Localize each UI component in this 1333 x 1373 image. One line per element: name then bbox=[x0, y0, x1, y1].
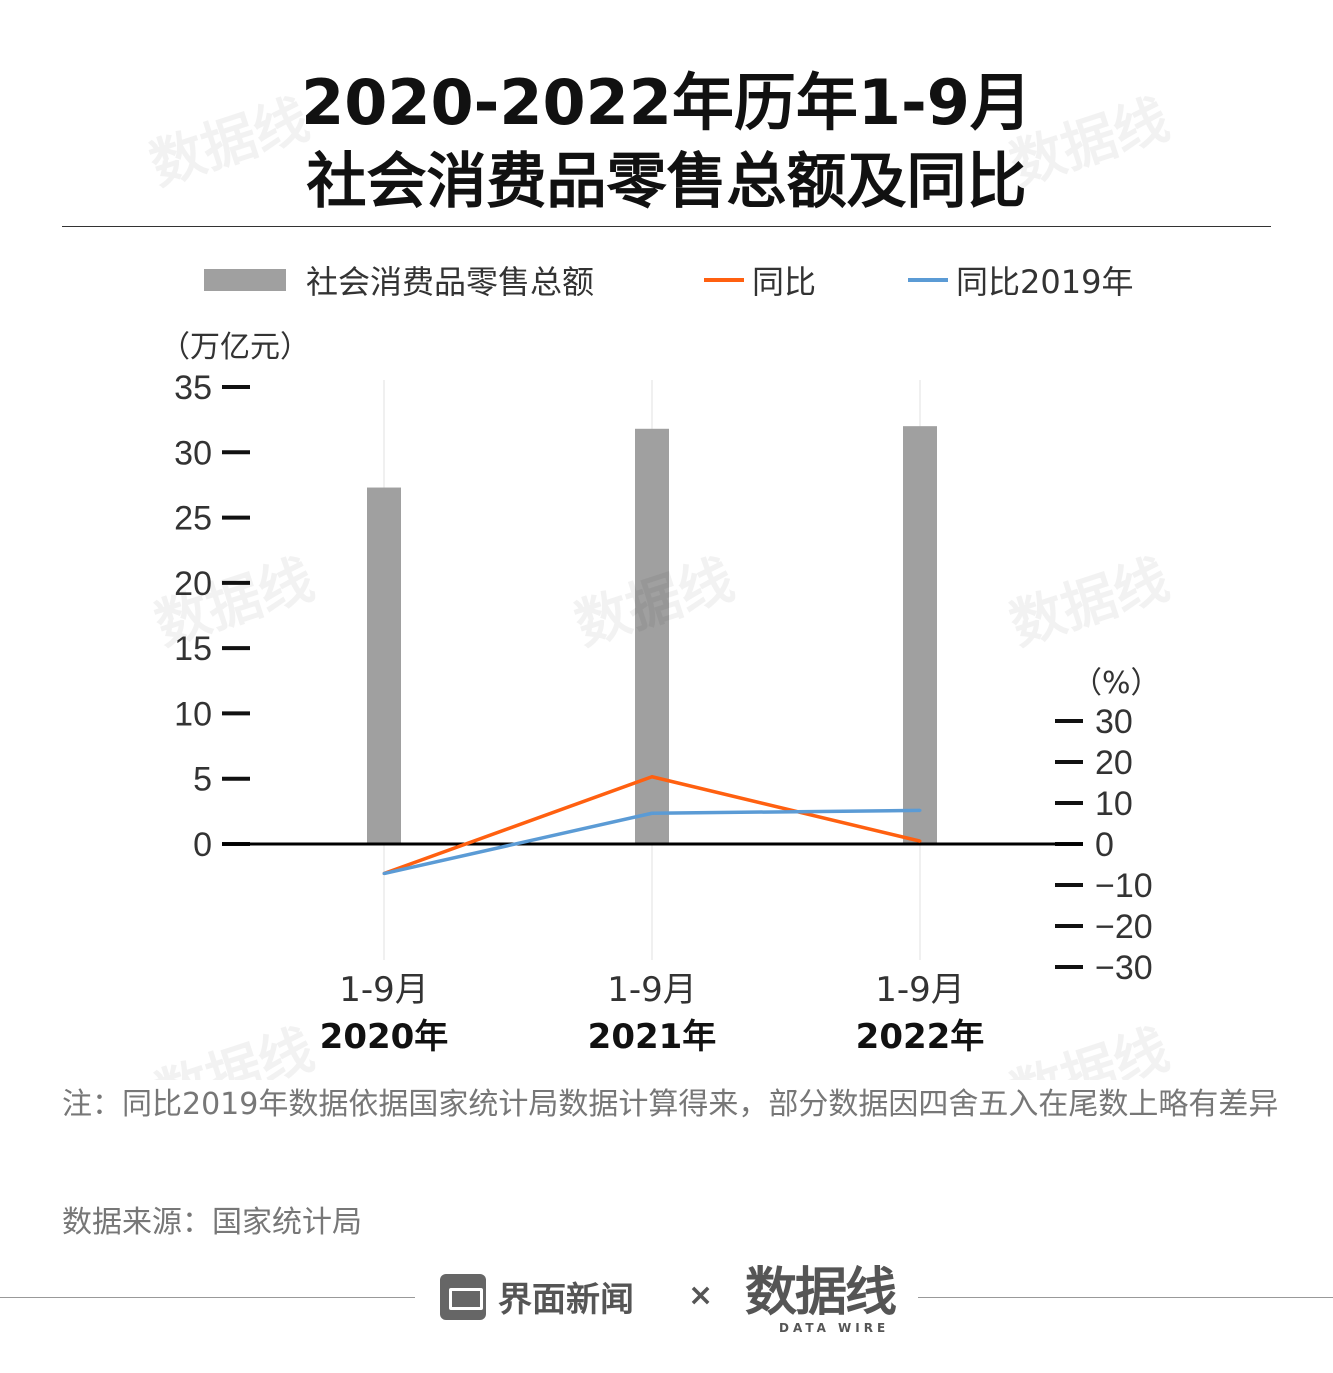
left-tick-label-4: 15 bbox=[174, 630, 212, 668]
legend-line2-swatch bbox=[908, 278, 948, 282]
left-tick-label-1: 30 bbox=[174, 434, 212, 472]
bar-2 bbox=[903, 426, 937, 844]
datawire-logo-sub: DATA WIRE bbox=[779, 1321, 890, 1335]
legend-bar: 社会消费品零售总额 bbox=[204, 258, 594, 302]
datawire-logo-text: 数据线 bbox=[745, 1263, 897, 1323]
legend-bar-swatch bbox=[204, 269, 286, 291]
watermark-0: 数据线 bbox=[143, 87, 317, 197]
left-tick-label-2: 25 bbox=[174, 500, 212, 538]
legend-line1-swatch bbox=[704, 278, 744, 282]
footer-divider-right bbox=[918, 1297, 1333, 1298]
series-1-point-1 bbox=[650, 811, 654, 815]
x-label-period-1: 1-9月 bbox=[607, 970, 697, 1010]
datawire-logo: 数据线 DATA WIRE bbox=[745, 1250, 915, 1350]
series-1-point-2 bbox=[918, 808, 922, 812]
x-label-period-2: 1-9月 bbox=[875, 970, 965, 1010]
bar-0 bbox=[367, 487, 401, 844]
series-0-point-2 bbox=[918, 839, 922, 843]
left-tick-label-5: 10 bbox=[174, 695, 212, 733]
data-source: 数据来源：国家统计局 bbox=[62, 1205, 362, 1240]
left-tick-label-7: 0 bbox=[193, 826, 212, 864]
legend-line1-label: 同比 bbox=[752, 263, 817, 301]
right-tick-label-1: 20 bbox=[1095, 744, 1133, 782]
left-tick-label-3: 20 bbox=[174, 565, 212, 603]
chart-title-line1: 2020-2022年历年1-9月 bbox=[301, 66, 1032, 139]
left-axis-unit: （万亿元） bbox=[160, 330, 310, 365]
jiemian-brand: 界面新闻 bbox=[440, 1272, 634, 1321]
title-divider bbox=[62, 226, 1271, 227]
x-label-year-0: 2020年 bbox=[320, 1017, 449, 1057]
chart-canvas: 353025201510503020100−10−20−301-9月2020年1… bbox=[143, 87, 1177, 1080]
watermark-5: 数据线 bbox=[148, 1017, 322, 1080]
right-axis-unit: （%） bbox=[1072, 666, 1161, 701]
legend-bar-label: 社会消费品零售总额 bbox=[306, 263, 595, 301]
x-label-year-2: 2022年 bbox=[856, 1017, 985, 1057]
legend-line1: 同比 bbox=[704, 258, 816, 302]
left-tick-label-0: 35 bbox=[174, 369, 212, 407]
chart-note: 注：同比2019年数据依据国家统计局数据计算得来，部分数据因四舍五入在尾数上略有… bbox=[62, 1087, 1279, 1122]
left-tick-label-6: 5 bbox=[193, 761, 212, 799]
watermark-3: 数据线 bbox=[1003, 547, 1177, 657]
right-tick-label-5: −20 bbox=[1095, 908, 1153, 946]
right-tick-label-6: −30 bbox=[1095, 949, 1153, 987]
x-label-year-1: 2021年 bbox=[588, 1017, 717, 1057]
jiemian-brand-name: 界面新闻 bbox=[498, 1280, 634, 1320]
series-1-point-0 bbox=[382, 872, 386, 876]
right-tick-label-3: 0 bbox=[1095, 826, 1114, 864]
legend-line2-label: 同比2019年 bbox=[956, 263, 1134, 301]
right-tick-label-4: −10 bbox=[1095, 867, 1153, 905]
collab-times: × bbox=[688, 1278, 714, 1313]
legend-line2: 同比2019年 bbox=[908, 258, 1133, 302]
chart-title-line2: 社会消费品零售总额及同比 bbox=[306, 147, 1027, 217]
watermark-6: 数据线 bbox=[1003, 1017, 1177, 1080]
watermark-1: 数据线 bbox=[1003, 87, 1177, 197]
right-tick-label-2: 10 bbox=[1095, 785, 1133, 823]
footer-divider-left bbox=[0, 1297, 415, 1298]
x-label-period-0: 1-9月 bbox=[339, 970, 429, 1010]
series-0-point-1 bbox=[650, 775, 654, 779]
bar-1 bbox=[635, 428, 669, 844]
jiemian-logo-icon bbox=[440, 1273, 486, 1320]
right-tick-label-0: 30 bbox=[1095, 703, 1133, 741]
